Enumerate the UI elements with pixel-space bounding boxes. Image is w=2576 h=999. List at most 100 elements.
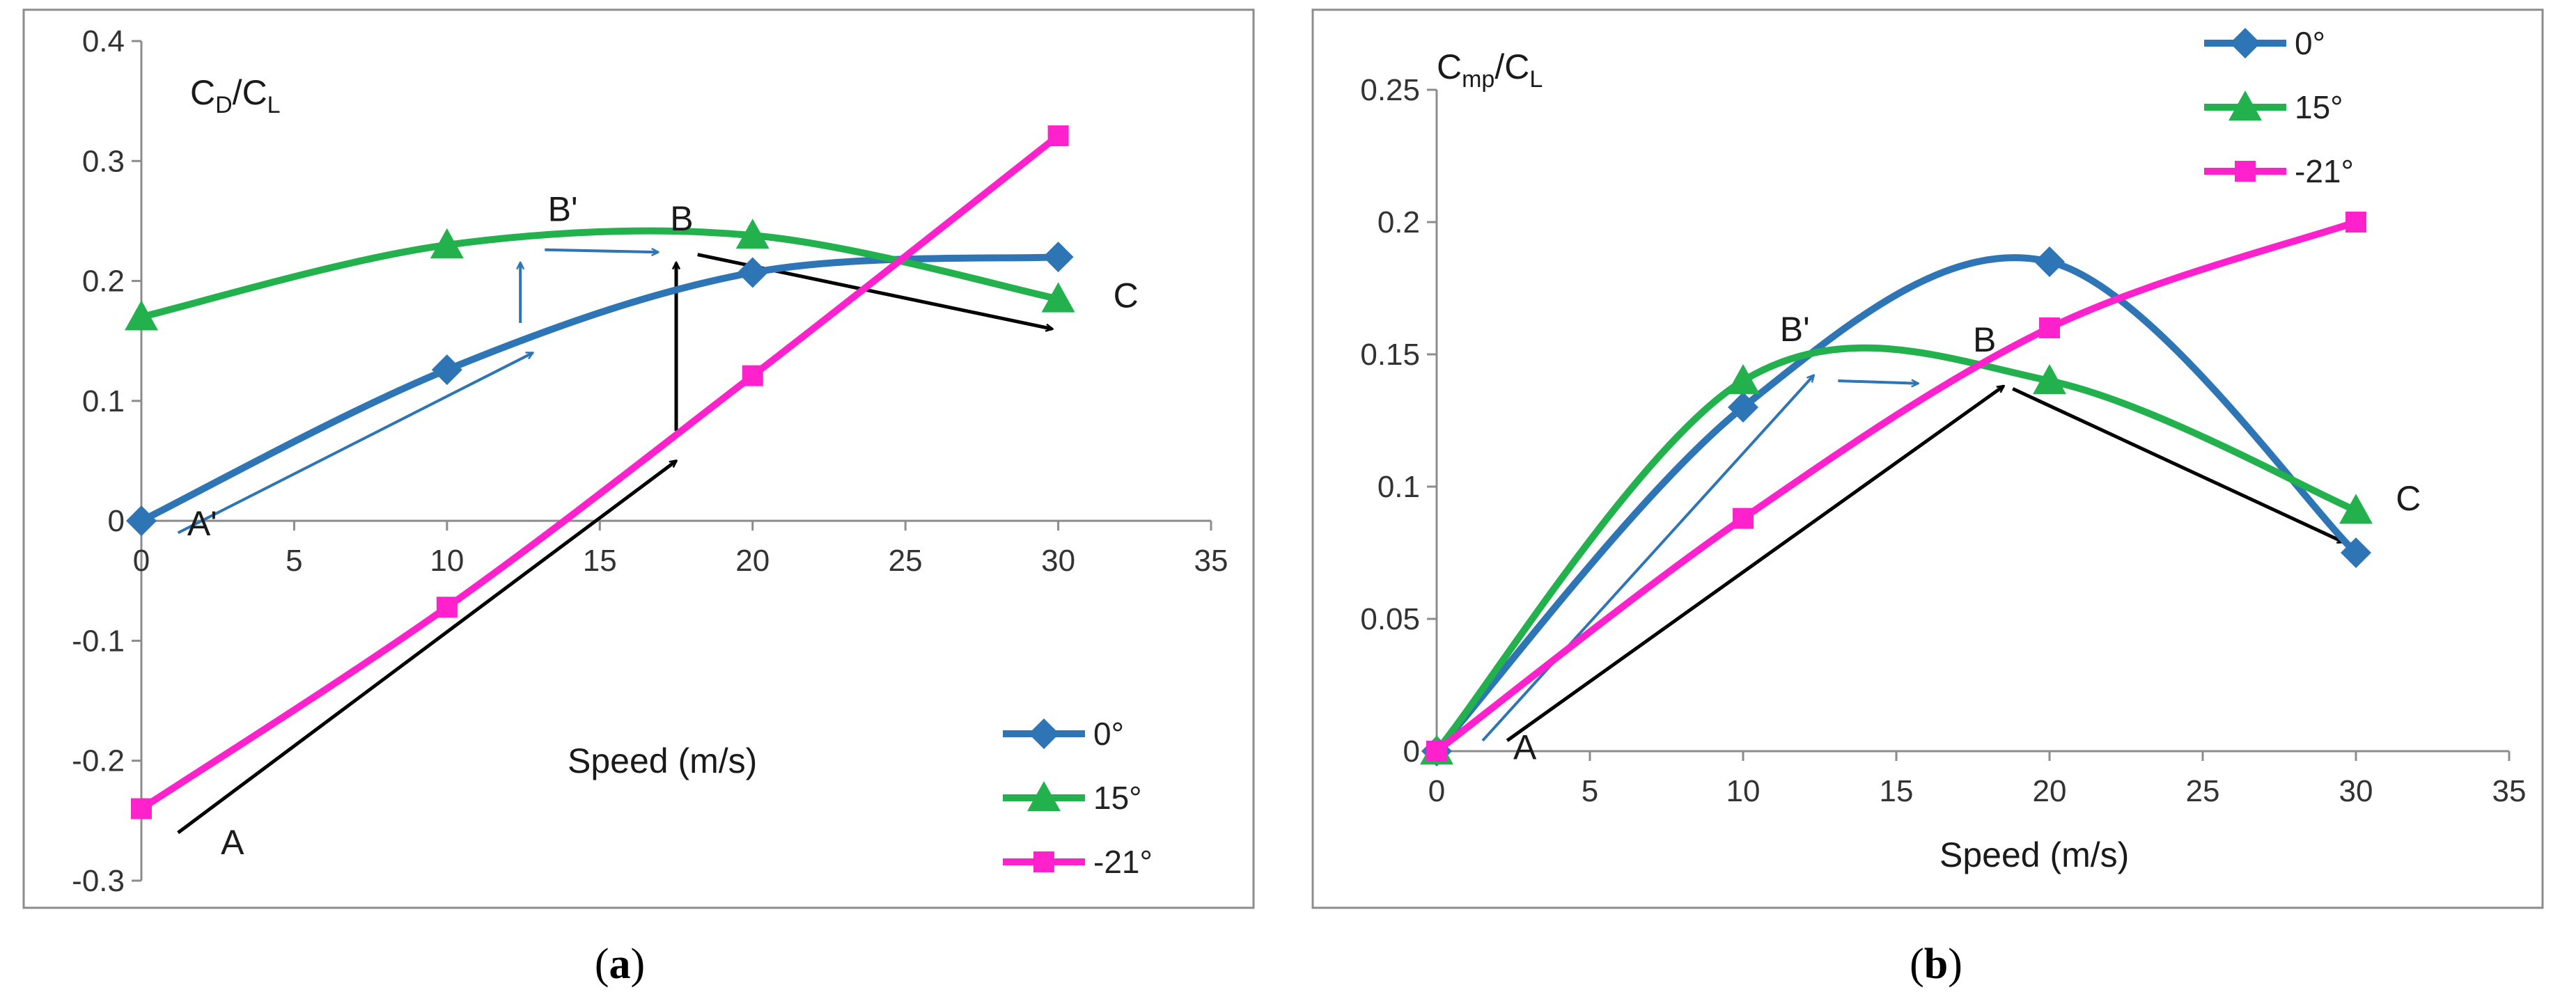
- legend-label: 15°: [2295, 89, 2343, 125]
- caption-a: (a): [595, 941, 645, 988]
- chart-frame: [1311, 8, 2544, 909]
- series-line: [138, 253, 1062, 525]
- y-tick-label: 0.2: [1377, 205, 1420, 239]
- data-point-marker: [742, 365, 763, 386]
- x-axis-title: Speed (m/s): [1939, 835, 2129, 874]
- legend-swatch-marker: [1029, 718, 1059, 749]
- chart-panel-a: CD/CL Speed (m/s) -0.3 -0.2 -0.1 0 0.1 0.2 0.3…: [22, 8, 1255, 909]
- legend-swatch-marker: [2230, 28, 2261, 58]
- data-point-marker: [1043, 242, 1074, 273]
- chart-frame: [22, 8, 1255, 909]
- x-tick-label: 15: [583, 544, 617, 578]
- x-tick-label: 5: [286, 544, 302, 578]
- annotation-label: B: [1973, 320, 1996, 359]
- data-point-marker: [2033, 364, 2066, 395]
- data-point-marker: [2034, 246, 2065, 277]
- annotation-label: C: [2396, 479, 2421, 518]
- legend-label: 15°: [1093, 780, 1142, 816]
- x-tick-label: 10: [1726, 774, 1761, 808]
- data-point-marker: [737, 257, 768, 288]
- y-tick-label: 0.25: [1360, 73, 1420, 107]
- data-point-marker: [735, 219, 770, 249]
- annotation-label: C: [1114, 276, 1139, 315]
- chart-panel-b: Cmp/CL Speed (m/s) 0 0.05 0.1 0.15 0.2 0.25 0 5…: [1311, 8, 2544, 909]
- y-tick-label: 0.05: [1360, 602, 1420, 636]
- annotation-label: A: [1513, 727, 1537, 766]
- annotation-label: B: [670, 199, 693, 238]
- y-tick-label: 0.15: [1360, 338, 1420, 372]
- y-tick-label: 0: [108, 504, 125, 538]
- x-tick-label: 25: [2186, 774, 2220, 808]
- data-point-marker: [131, 798, 152, 819]
- y-tick-label: 0: [1403, 734, 1420, 769]
- x-tick-label: 10: [430, 544, 464, 578]
- x-tick-label: 0: [133, 544, 150, 578]
- series-line: [1433, 254, 2359, 755]
- data-point-marker: [2345, 212, 2366, 233]
- annotation-arrow: [2012, 387, 2343, 544]
- x-tick-label: 20: [2033, 774, 2067, 808]
- series-line: [1433, 219, 2359, 755]
- y-tick-label: 0.1: [1377, 470, 1420, 504]
- annotation-arrow: [545, 250, 657, 252]
- y-axis-title: CD/CL: [190, 73, 281, 118]
- y-tick-label: 0.2: [82, 265, 125, 299]
- data-point-marker: [430, 228, 464, 259]
- data-point-marker: [1733, 508, 1754, 529]
- data-point-marker: [1726, 364, 1760, 395]
- data-point-marker: [436, 597, 458, 618]
- legend-swatch-marker: [2228, 91, 2262, 121]
- y-tick-label: -0.3: [72, 864, 125, 898]
- legend: 0° 15° -21°: [2204, 25, 2354, 189]
- annotation-arrow: [1481, 375, 1813, 742]
- data-point-marker: [125, 300, 158, 331]
- data-point-marker: [1041, 282, 1075, 313]
- annotation-label: B': [1780, 310, 1810, 349]
- legend-label: 0°: [2295, 25, 2325, 61]
- x-tick-label: 15: [1880, 774, 1914, 808]
- x-tick-label: 30: [2339, 774, 2373, 808]
- annotation-label: A: [221, 823, 244, 862]
- legend-swatch-marker: [1027, 781, 1061, 812]
- data-point-marker: [1728, 392, 1758, 423]
- annotation-arrow: [177, 461, 676, 835]
- data-point-marker: [431, 354, 462, 386]
- annotation-arrow: [1506, 386, 2004, 742]
- legend-swatch-marker: [2235, 161, 2256, 182]
- caption-b: (b): [1910, 941, 1962, 988]
- series-line: [1433, 344, 2359, 755]
- y-tick-label: 0.4: [82, 24, 125, 58]
- data-point-marker: [1047, 125, 1069, 147]
- x-axis-title: Speed (m/s): [568, 741, 757, 780]
- legend-swatch-marker: [1033, 851, 1054, 872]
- legend-label: -21°: [2295, 153, 2354, 189]
- y-axis-title: Cmp/CL: [1437, 47, 1543, 93]
- annotation-label: B': [548, 189, 578, 228]
- annotation-label: A': [187, 504, 217, 543]
- legend-label: 0°: [1093, 716, 1124, 752]
- legend-label: -21°: [1093, 844, 1153, 880]
- y-tick-label: -0.1: [72, 624, 125, 658]
- data-point-marker: [2339, 494, 2373, 524]
- x-tick-label: 30: [1041, 544, 1075, 578]
- y-tick-label: -0.2: [72, 744, 125, 778]
- x-tick-label: 0: [1428, 774, 1445, 808]
- series-line: [138, 227, 1062, 321]
- y-axis-title-text: Cmp/CL: [1437, 47, 1543, 93]
- y-axis-title-text: CD/CL: [190, 73, 281, 118]
- x-tick-label: 20: [735, 544, 770, 578]
- y-tick-label: 0.1: [82, 384, 125, 418]
- data-point-marker: [1426, 741, 1447, 762]
- x-tick-label: 25: [889, 544, 923, 578]
- legend: 0° 15° -21°: [1003, 716, 1153, 880]
- annotation-arrow: [1838, 381, 1917, 384]
- series-line: [138, 132, 1062, 812]
- data-point-marker: [2341, 537, 2371, 568]
- x-tick-label: 35: [2492, 774, 2527, 808]
- x-tick-label: 35: [1194, 544, 1228, 578]
- data-point-marker: [2039, 317, 2060, 338]
- x-tick-label: 5: [1582, 774, 1598, 808]
- annotation-arrow: [177, 352, 533, 535]
- data-point-marker: [126, 505, 157, 537]
